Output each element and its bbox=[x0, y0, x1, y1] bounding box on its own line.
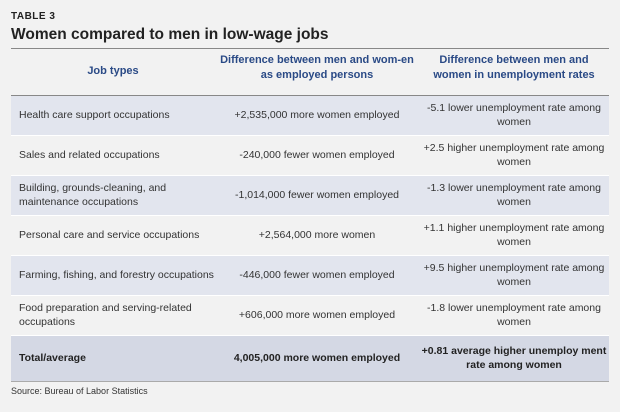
total-unemployment: +0.81 average higher unemploy ment rate … bbox=[421, 345, 607, 371]
job-cell: Sales and related occupations bbox=[19, 148, 160, 161]
unemployment-cell: +2.5 higher unemployment rate among wome… bbox=[423, 142, 605, 168]
header-employed-difference: Difference between men and wom-en as emp… bbox=[220, 54, 414, 81]
table-row: Personal care and service occupations +2… bbox=[11, 216, 609, 256]
total-employed: 4,005,000 more women employed bbox=[233, 351, 401, 364]
table-row: Building, grounds-cleaning, and maintena… bbox=[11, 176, 609, 216]
job-cell: Personal care and service occupations bbox=[19, 228, 200, 241]
source-note: Source: Bureau of Labor Statistics bbox=[11, 386, 148, 396]
unemployment-cell: -1.3 lower unemployment rate among women bbox=[427, 182, 601, 208]
employed-cell: -1,014,000 fewer women employed bbox=[234, 188, 399, 201]
unemployment-cell: -5.1 lower unemployment rate among women bbox=[427, 102, 601, 128]
employed-cell: +2,564,000 more women bbox=[258, 228, 376, 241]
total-row: Total/average 4,005,000 more women emplo… bbox=[11, 336, 609, 382]
unemployment-cell: +9.5 higher unemployment rate among wome… bbox=[423, 262, 605, 288]
job-cell: Food preparation and serving-related occ… bbox=[19, 302, 192, 328]
job-cell: Building, grounds-cleaning, and maintena… bbox=[19, 182, 167, 208]
unemployment-cell: -1.8 lower unemployment rate among women bbox=[427, 302, 601, 328]
job-cell: Health care support occupations bbox=[19, 108, 170, 121]
employed-cell: -240,000 fewer women employed bbox=[239, 148, 395, 161]
table-label: TABLE 3 bbox=[11, 11, 56, 22]
unemployment-cell: +1.1 higher unemployment rate among wome… bbox=[423, 222, 605, 248]
table-row: Food preparation and serving-related occ… bbox=[11, 296, 609, 336]
employed-cell: +2,535,000 more women employed bbox=[234, 108, 400, 121]
table-title: Women compared to men in low-wage jobs bbox=[11, 26, 329, 43]
employed-cell: +606,000 more women employed bbox=[238, 308, 396, 321]
header-job-types: Job types bbox=[87, 65, 139, 77]
job-cell: Farming, fishing, and forestry occupatio… bbox=[19, 268, 214, 281]
top-rule bbox=[11, 48, 609, 49]
total-label: Total/average bbox=[19, 351, 86, 364]
header-unemployment-difference: Difference between men and women in unem… bbox=[433, 54, 595, 81]
header-rule bbox=[11, 95, 609, 96]
employed-cell: -446,000 fewer women employed bbox=[239, 268, 395, 281]
table-row: Health care support occupations +2,535,0… bbox=[11, 96, 609, 136]
table-row: Sales and related occupations -240,000 f… bbox=[11, 136, 609, 176]
table-row: Farming, fishing, and forestry occupatio… bbox=[11, 256, 609, 296]
